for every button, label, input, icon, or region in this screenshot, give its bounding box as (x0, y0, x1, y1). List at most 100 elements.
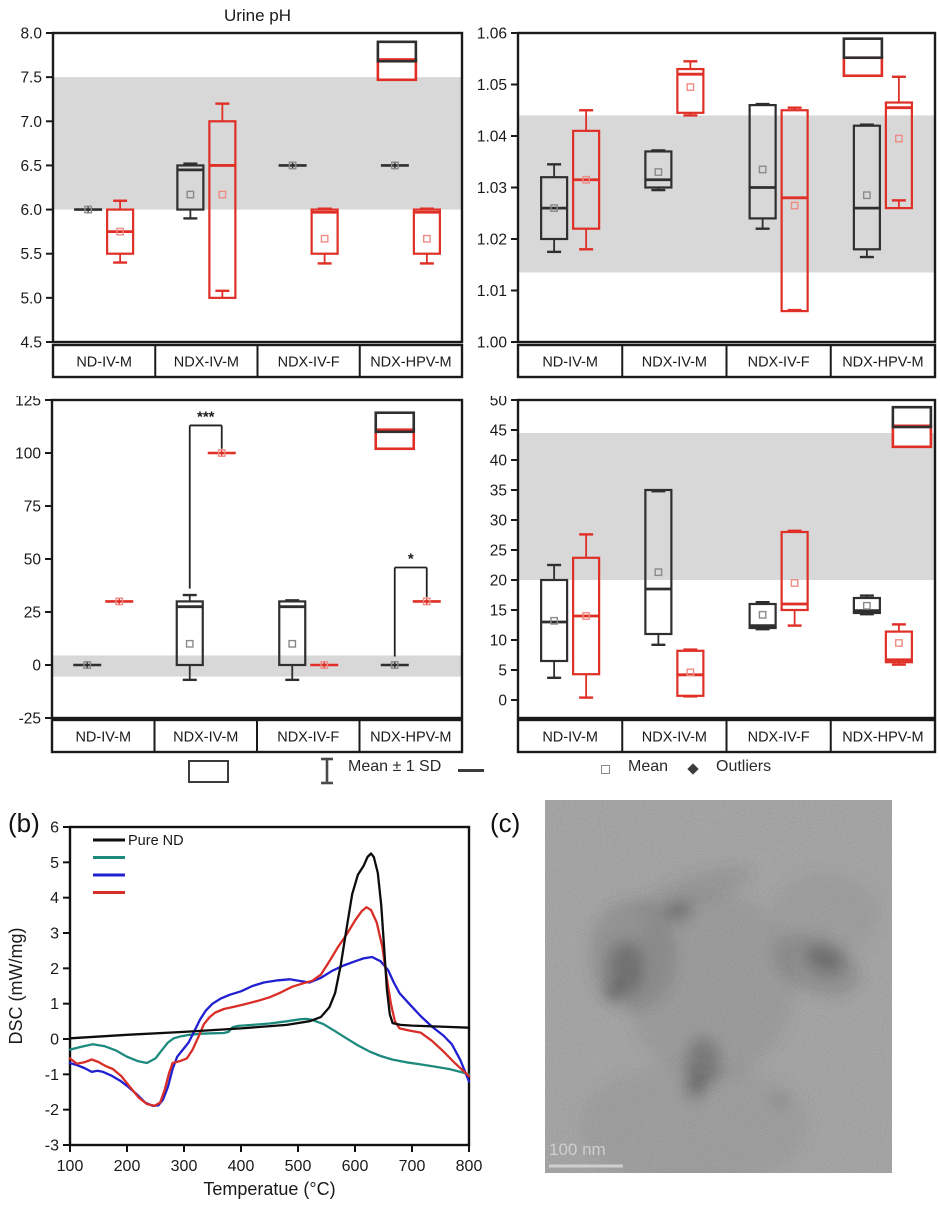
y-tick-label: 35 (490, 483, 507, 500)
black-box (852, 594, 881, 616)
mean-marker (862, 191, 871, 200)
category-label: NDX-IV-M (642, 355, 707, 371)
y-tick-label: 2 (50, 961, 59, 978)
pure-nd-curve (68, 852, 471, 1040)
y-tick-label: 8.0 (20, 26, 42, 43)
median-line-icon (458, 769, 484, 772)
mean-sd-label: Mean ± 1 SD (348, 758, 442, 775)
y-tick-label: 7.5 (20, 70, 42, 87)
red-curve (68, 906, 471, 1107)
y-tick-label: -1 (45, 1067, 59, 1084)
inset-black-box (891, 405, 933, 429)
red-box (780, 106, 809, 313)
mean-marker (894, 639, 903, 647)
black-box (748, 102, 777, 230)
y-tick-label: 4 (50, 890, 59, 907)
dsc-legend-label: Pure ND (128, 833, 184, 849)
y-tick-label: 3 (50, 926, 59, 943)
mean-marker (758, 610, 767, 619)
mean-marker (550, 204, 559, 212)
category-label: NDX-IV-F (748, 355, 810, 371)
category-label: ND-IV-M (75, 730, 131, 746)
black-box (278, 161, 307, 170)
mean-marker (758, 165, 767, 174)
category-label: NDX-HPV-M (842, 355, 923, 371)
mean-label: Mean (628, 758, 669, 775)
reference-band (53, 77, 462, 210)
y-tick-label: 5 (498, 663, 507, 680)
category-label: NDX-HPV-M (842, 730, 923, 746)
plot-frame (51, 31, 464, 344)
specific-gravity-boxplot: 1.00 1.01 1.02 1.03 1.04 1.05 1.06 ND-IV-M NDX-I… (477, 26, 937, 379)
y-tick-label: 6.5 (20, 158, 42, 175)
mean-marker (582, 612, 591, 620)
category-label: NDX-IV-M (642, 730, 707, 746)
y-tick-label: 1.05 (477, 77, 507, 94)
red-box (310, 661, 339, 669)
category-label: NDX-HPV-M (370, 730, 451, 746)
y-tick-label: 1.03 (477, 180, 507, 197)
black-box (380, 161, 409, 170)
mean-marker (288, 639, 297, 648)
inset-black-box (842, 37, 884, 60)
y-tick-label: 6.0 (20, 202, 42, 219)
boxplot-legend: Mean ± 1 SD Mean Outliers (0, 752, 940, 792)
tem-image: 100 nm (545, 800, 892, 1173)
y-tick-label: 30 (490, 513, 508, 530)
inset-black-box (376, 40, 418, 63)
black-box (176, 162, 205, 220)
x-tick-label: 700 (399, 1158, 426, 1175)
mean-marker (422, 234, 431, 243)
red-box (780, 529, 809, 627)
urine-ph-boxplot: Urine pH 4.5 5.0 5.5 6.0 6.5 7.0 7.5 8.0 ND-IV-M N… (20, 6, 464, 379)
red-box (676, 60, 705, 117)
x-tick-label: 600 (342, 1158, 369, 1175)
red-box (884, 623, 913, 666)
mean-marker (686, 83, 695, 91)
y-tick-label: 0 (50, 1032, 59, 1049)
black-box (644, 149, 673, 192)
red-box (412, 207, 441, 265)
black-box (644, 488, 673, 647)
whisker-icon (321, 757, 333, 785)
x-tick-label: 300 (171, 1158, 198, 1175)
mean-marker (186, 190, 195, 199)
mean-marker (422, 597, 431, 606)
y-tick-label: 45 (490, 423, 507, 440)
red-box (412, 597, 441, 606)
reference-band (518, 433, 935, 580)
panel-b-label: (b) (8, 808, 40, 838)
mean-marker (862, 601, 871, 610)
category-label: NDX-IV-F (748, 730, 810, 746)
y-tick-label: 1.01 (477, 283, 507, 300)
category-label: NDX-IV-F (277, 730, 339, 746)
y-tick-label: 7.0 (20, 114, 42, 131)
black-box (73, 661, 102, 669)
mean-marker (83, 661, 92, 669)
mean-marker (654, 168, 663, 176)
y-tick-label: 6 (50, 820, 59, 837)
reference-band (518, 115, 935, 273)
category-label: NDX-IV-M (174, 355, 239, 371)
black-box (74, 205, 103, 214)
box-symbol-icon (188, 760, 229, 783)
category-label: ND-IV-M (542, 355, 598, 371)
y-tick-label: 10 (490, 633, 508, 650)
panel-c-label: (c) (490, 808, 521, 838)
teal-curve (68, 1017, 471, 1076)
inset-black-box (374, 411, 416, 434)
y-tick-label: 75 (24, 499, 41, 516)
mean-marker (550, 616, 559, 625)
mean-marker (894, 134, 903, 143)
mean-marker (185, 639, 194, 648)
outliers-label: Outliers (716, 758, 772, 775)
mean-marker (686, 668, 695, 677)
boxplot-panel-4: 0 5 10 15 20 25 30 35 40 45 50 ND-IV-M NDX-IV-M NDX-I… (490, 396, 937, 754)
x-tick-label: 500 (285, 1158, 312, 1175)
mean-marker (217, 449, 226, 457)
mean-marker (218, 190, 227, 199)
y-tick-label: 5 (50, 855, 59, 872)
mean-marker (390, 161, 399, 170)
y-tick-label: 25 (490, 543, 507, 560)
